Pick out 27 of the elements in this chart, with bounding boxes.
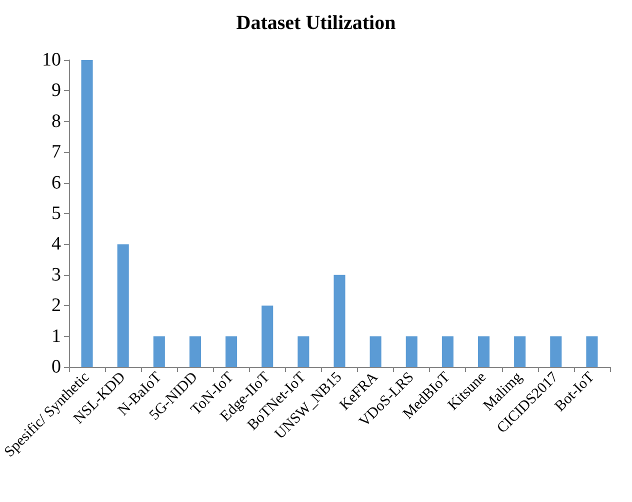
y-tick-label: 2	[51, 295, 61, 316]
bar	[81, 60, 93, 367]
bar	[478, 336, 490, 367]
y-tick-label: 7	[51, 142, 61, 163]
bar	[550, 336, 562, 367]
bar	[153, 336, 165, 367]
bar	[189, 336, 201, 367]
y-tick-label: 6	[51, 172, 61, 194]
bar	[298, 336, 310, 367]
y-tick-label: 4	[51, 234, 62, 255]
bar	[370, 336, 382, 367]
bar	[514, 336, 526, 367]
chart-title: Dataset Utilization	[236, 12, 396, 34]
y-tick-label: 1	[51, 326, 61, 347]
bar	[406, 336, 418, 367]
y-tick-label: 3	[51, 264, 61, 286]
y-tick-label: 10	[42, 50, 61, 70]
y-tick-label: 5	[51, 203, 61, 224]
y-tick-label: 8	[51, 110, 61, 132]
bar	[262, 306, 274, 367]
bar	[334, 274, 346, 367]
bar	[117, 244, 129, 367]
bar	[586, 336, 598, 367]
y-tick-label: 9	[51, 80, 61, 102]
y-tick-label: 0	[51, 356, 61, 378]
bar	[226, 336, 238, 367]
bar	[442, 336, 454, 367]
